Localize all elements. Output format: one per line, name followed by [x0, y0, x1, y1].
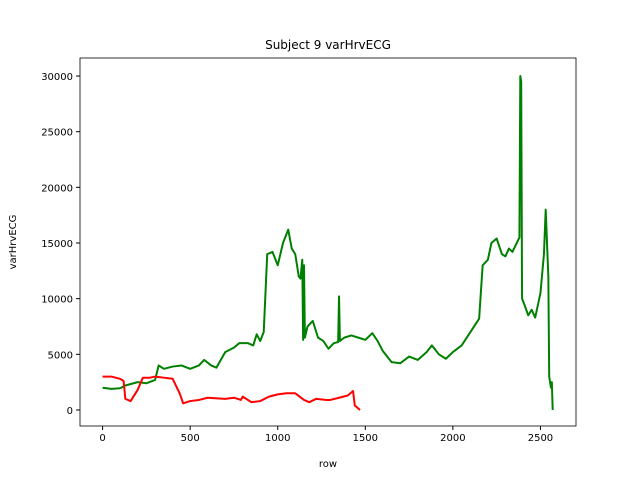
x-tick-label: 2000: [440, 433, 465, 444]
data-line: [102, 75, 554, 411]
x-axis-label: row: [319, 459, 337, 470]
y-tick-label: 15000: [41, 239, 73, 250]
y-tick-label: 0: [67, 406, 73, 417]
y-axis-label: varHrvECG: [8, 215, 19, 270]
x-tick-label: 500: [181, 433, 200, 444]
x-tick-label: 1500: [353, 433, 378, 444]
y-tick-label: 5000: [48, 350, 73, 361]
x-tick-label: 0: [99, 433, 105, 444]
x-tick-label: 1000: [265, 433, 290, 444]
y-tick-label: 10000: [41, 295, 73, 306]
x-tick-label: 2500: [528, 433, 553, 444]
y-tick-label: 20000: [41, 183, 73, 194]
y-tick-label: 25000: [41, 128, 73, 139]
y-tick-label: 30000: [41, 72, 73, 83]
data-line: [102, 375, 361, 411]
chart-title: Subject 9 varHrvECG: [265, 38, 391, 52]
plot-frame: [79, 57, 577, 427]
